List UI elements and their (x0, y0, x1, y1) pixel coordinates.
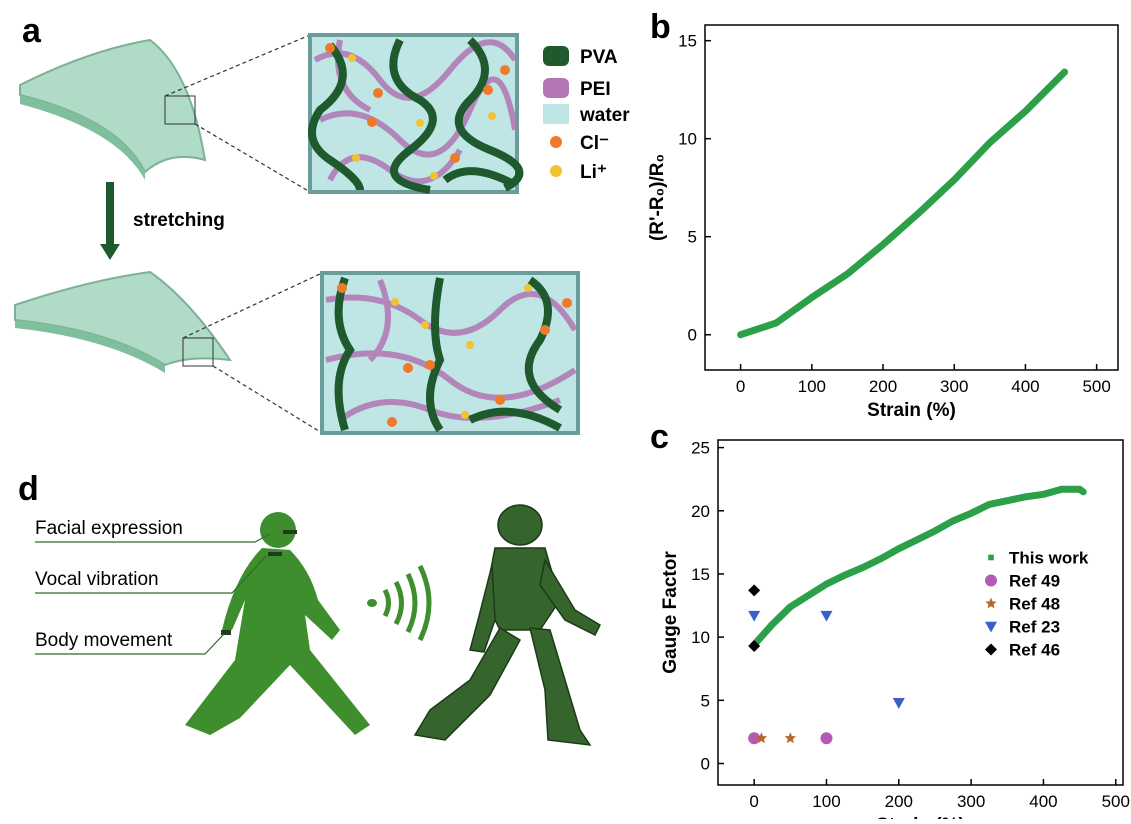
annotation: Facial expression (35, 518, 183, 539)
annotation: Vocal vibration (35, 569, 159, 590)
marker (893, 698, 905, 709)
hydrogel-slab (15, 35, 322, 433)
arrow-label: stretching (133, 210, 225, 231)
y-tick-label: 10 (691, 628, 710, 647)
x-axis-title: Strain (%) (876, 815, 965, 819)
x-tick-label: 500 (1082, 377, 1110, 396)
y-tick-label: 10 (678, 130, 697, 149)
human-figure (185, 512, 370, 735)
figure: a b c d (0, 0, 1131, 819)
schematic-legend (543, 46, 569, 177)
robot-figure (415, 505, 600, 745)
marker (985, 575, 997, 587)
y-tick-label: 0 (701, 755, 710, 774)
legend-label: PEI (580, 79, 611, 100)
arrow (100, 182, 120, 260)
x-tick-label: 400 (1029, 792, 1057, 811)
wireless-signal (367, 566, 429, 640)
panel-label: a (22, 12, 42, 50)
marker (748, 584, 760, 596)
network-box (310, 35, 578, 433)
legend-label: Ref 23 (1009, 618, 1060, 637)
y-tick-label: 15 (691, 565, 710, 584)
y-tick-label: 5 (688, 228, 697, 247)
x-tick-label: 100 (798, 377, 826, 396)
x-tick-label: 0 (736, 377, 745, 396)
x-tick-label: 300 (957, 792, 985, 811)
marker (985, 622, 997, 633)
y-axis-title: Gauge Factor (660, 551, 681, 674)
panel-label: d (18, 470, 39, 508)
panel-label: c (650, 418, 669, 456)
marker (820, 611, 832, 622)
marker (820, 732, 832, 744)
x-tick-label: 400 (1011, 377, 1039, 396)
legend-label: Ref 48 (1009, 595, 1060, 614)
y-tick-label: 0 (688, 326, 697, 345)
y-tick-label: 15 (678, 32, 697, 51)
marker (988, 555, 994, 561)
x-tick-label: 200 (869, 377, 897, 396)
marker (985, 598, 996, 609)
y-tick-label: 5 (701, 691, 710, 710)
x-tick-label: 200 (885, 792, 913, 811)
marker (748, 611, 760, 622)
x-tick-label: 0 (749, 792, 758, 811)
legend-label: Ref 46 (1009, 641, 1060, 660)
y-tick-label: 25 (691, 439, 710, 458)
legend-label: water (579, 105, 630, 126)
marker (785, 732, 796, 743)
data-line (741, 72, 1065, 335)
panel-label: b (650, 8, 671, 46)
legend-label: Cl⁻ (580, 133, 609, 154)
x-axis-title: Strain (%) (867, 400, 956, 421)
annotation: Body movement (35, 630, 173, 651)
x-tick-label: 100 (812, 792, 840, 811)
x-tick-label: 300 (940, 377, 968, 396)
legend-label: Ref 49 (1009, 572, 1060, 591)
x-tick-label: 500 (1102, 792, 1130, 811)
marker (985, 644, 997, 656)
legend-label: PVA (580, 47, 618, 68)
legend-label: This work (1009, 549, 1089, 568)
y-tick-label: 20 (691, 502, 710, 521)
legend-label: Li⁺ (580, 162, 607, 183)
y-axis-title: (R'-R₀)/R₀ (647, 154, 668, 241)
